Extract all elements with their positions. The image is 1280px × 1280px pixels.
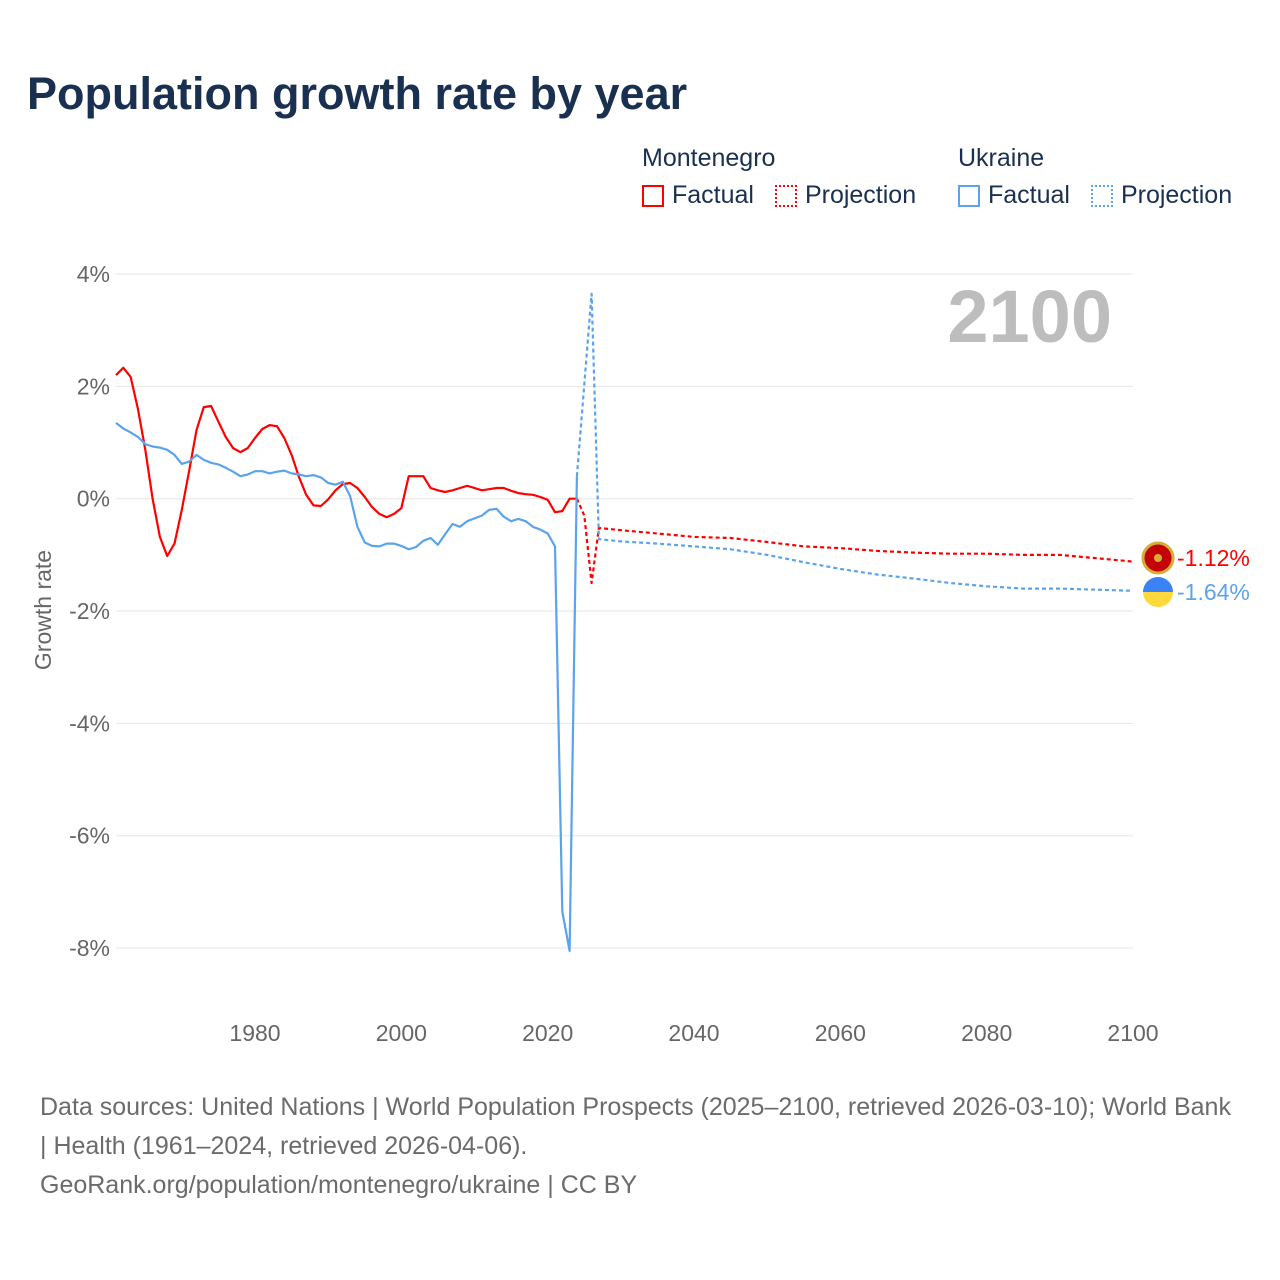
ukraine-factual-line bbox=[115, 422, 578, 952]
x-tick-label: 2080 bbox=[961, 1020, 1012, 1046]
ukraine-flag-icon bbox=[1143, 577, 1173, 607]
solid-swatch-icon bbox=[958, 184, 980, 207]
legend-country-name: Ukraine bbox=[958, 144, 1045, 172]
legend-group-ukraine: Ukraine Factual Projection bbox=[958, 144, 1246, 214]
y-tick-label: 4% bbox=[77, 261, 110, 287]
legend-label: Projection bbox=[1120, 181, 1233, 209]
montenegro-projection-line bbox=[575, 498, 1134, 585]
montenegro-factual-line bbox=[115, 366, 577, 558]
year-watermark-label: 2100 bbox=[947, 275, 1112, 358]
ukraine-projection-line bbox=[575, 292, 1134, 592]
x-tick-label: 1980 bbox=[229, 1020, 280, 1046]
legend-montenegro-projection[interactable]: Projection bbox=[774, 181, 917, 210]
legend-ukraine-projection[interactable]: Projection bbox=[1090, 181, 1233, 210]
x-tick-label: 2000 bbox=[376, 1020, 427, 1046]
line-chart: 4% 2% 0% -2% -4% -6% -8% 1980 2000 2020 2040 2060 20… bbox=[30, 261, 1250, 1046]
chart-title: Population growth rate by year bbox=[27, 68, 688, 119]
montenegro-end-label: -1.12% bbox=[1177, 545, 1250, 571]
x-tick-label: 2020 bbox=[522, 1020, 573, 1046]
footer: Data sources: United Nations | World Pop… bbox=[40, 1088, 1240, 1205]
legend-label: Factual bbox=[672, 181, 754, 209]
x-tick-label: 2040 bbox=[668, 1020, 719, 1046]
data-sources-text: Data sources: United Nations | World Pop… bbox=[40, 1093, 1231, 1160]
legend-group-montenegro: Montenegro Factual Projection bbox=[642, 144, 930, 214]
y-tick-label: -2% bbox=[69, 598, 110, 624]
solid-swatch-icon bbox=[642, 184, 664, 207]
ukraine-end-label: -1.64% bbox=[1177, 579, 1250, 605]
legend-label: Projection bbox=[804, 181, 917, 209]
y-tick-label: -8% bbox=[69, 935, 110, 961]
y-tick-label: -4% bbox=[69, 710, 110, 736]
y-axis-label: Growth rate bbox=[30, 550, 56, 670]
source-link[interactable]: GeoRank.org/population/montenegro/ukrain… bbox=[40, 1171, 638, 1199]
y-tick-label: -6% bbox=[69, 823, 110, 849]
dotted-swatch-icon bbox=[1090, 184, 1113, 207]
y-tick-label: 2% bbox=[77, 373, 110, 399]
x-tick-label: 2100 bbox=[1107, 1020, 1158, 1046]
legend-ukraine-factual[interactable]: Factual bbox=[958, 181, 1070, 210]
montenegro-flag-icon bbox=[1141, 541, 1175, 575]
legend-country-name: Montenegro bbox=[642, 144, 776, 172]
legend-label: Factual bbox=[988, 181, 1070, 209]
legend-montenegro-factual[interactable]: Factual bbox=[642, 181, 754, 210]
x-tick-label: 2060 bbox=[815, 1020, 866, 1046]
dotted-swatch-icon bbox=[774, 184, 797, 207]
y-tick-label: 0% bbox=[77, 486, 110, 512]
